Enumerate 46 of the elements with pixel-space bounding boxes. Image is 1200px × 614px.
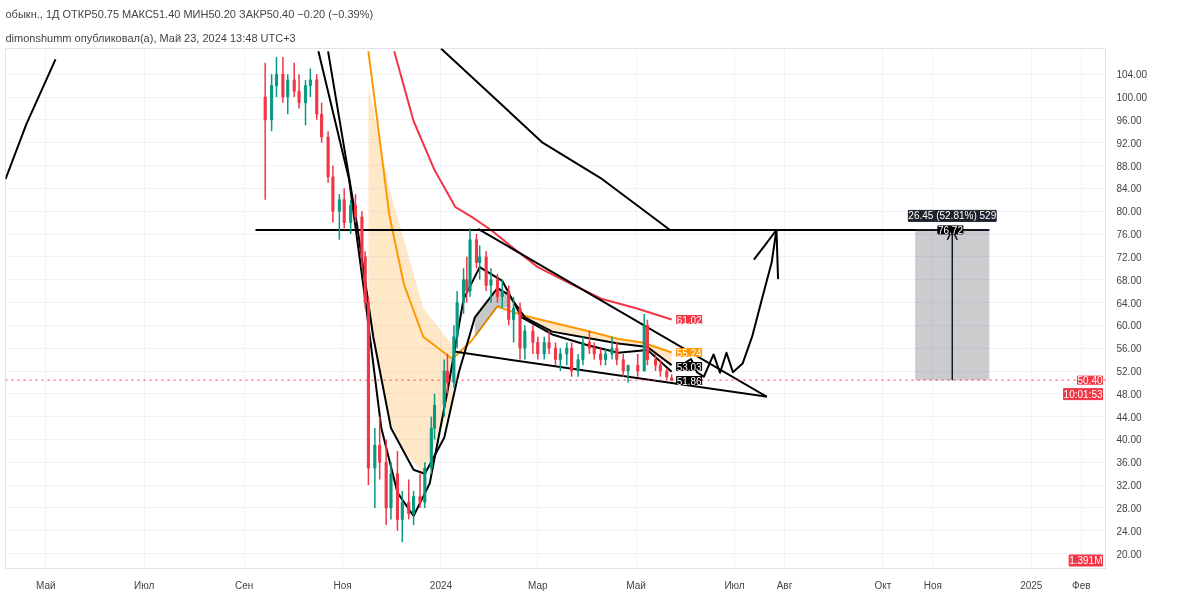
x-tick-label: Май <box>626 579 646 591</box>
y-tick-label: 20.00 <box>1116 548 1142 560</box>
x-tick-label: 2024 <box>429 579 453 591</box>
x-tick-label: Мар <box>527 579 548 591</box>
x-tick-label: Окт <box>874 579 892 591</box>
y-tick-label: 76.00 <box>1116 229 1142 241</box>
x-tick-label: 2025 <box>1020 579 1043 591</box>
y-tick-label: 36.00 <box>1116 457 1142 469</box>
y-tick-label: 60.00 <box>1116 320 1142 332</box>
x-tick-label: Май <box>36 579 56 591</box>
data-label: 53.03 <box>676 361 703 373</box>
x-tick-label: Июл <box>134 579 155 591</box>
y-tick-label: 48.00 <box>1116 388 1142 400</box>
chart-subtitle: dimonshumm опубликовал(а), Май 23, 2024 13:48 UTC+3 <box>5 31 296 44</box>
y-tick-label: 28.00 <box>1116 503 1142 514</box>
x-tick-label: Фев <box>1072 579 1091 591</box>
y-tick-label: 104.00 <box>1116 69 1148 81</box>
x-tick-label: Ноя <box>333 579 352 591</box>
y-tick-label: 92.00 <box>1116 137 1142 149</box>
data-label: 61.02 <box>676 314 703 326</box>
y-tick-label: 40.00 <box>1116 434 1142 446</box>
y-tick-label: 44.00 <box>1116 411 1142 423</box>
chart-title: обыкн., 1Д ОТКР50.75 МАКС51.40 МИН50.20 ЗАКР50.40 −0.20 (−0.39%) <box>5 7 374 20</box>
ref-line-label: 50.40 <box>1077 375 1103 387</box>
y-tick-label: 80.00 <box>1116 206 1142 218</box>
data-label: 51.86 <box>676 375 703 387</box>
y-tick-label: 68.00 <box>1116 274 1142 286</box>
y-tick-label: 88.00 <box>1116 160 1142 172</box>
annotation: 26.45 (52.81%) 529 <box>908 210 997 222</box>
y-tick-label: 64.00 <box>1116 297 1142 309</box>
data-label: 55.24 <box>676 347 703 359</box>
x-tick-label: Сен <box>235 579 254 591</box>
y-tick-label: 32.00 <box>1116 480 1142 492</box>
y-tick-label: 84.00 <box>1116 183 1142 195</box>
x-tick-label: Авг <box>776 579 793 591</box>
y-tick-label: 72.00 <box>1116 251 1142 263</box>
y-tick-label: 24.00 <box>1116 525 1142 537</box>
y-tick-label: 52.00 <box>1116 366 1142 377</box>
y-tick-label: 100.00 <box>1116 92 1148 104</box>
annotation: 1.391M <box>1069 555 1103 566</box>
data-label: 76.72 <box>937 224 964 236</box>
x-tick-label: Ноя <box>923 579 943 591</box>
y-tick-label: 96.00 <box>1116 114 1142 126</box>
annotation: 10:01:53 <box>1063 388 1103 400</box>
y-tick-label: 56.00 <box>1116 343 1142 355</box>
x-tick-label: Июл <box>724 579 745 591</box>
